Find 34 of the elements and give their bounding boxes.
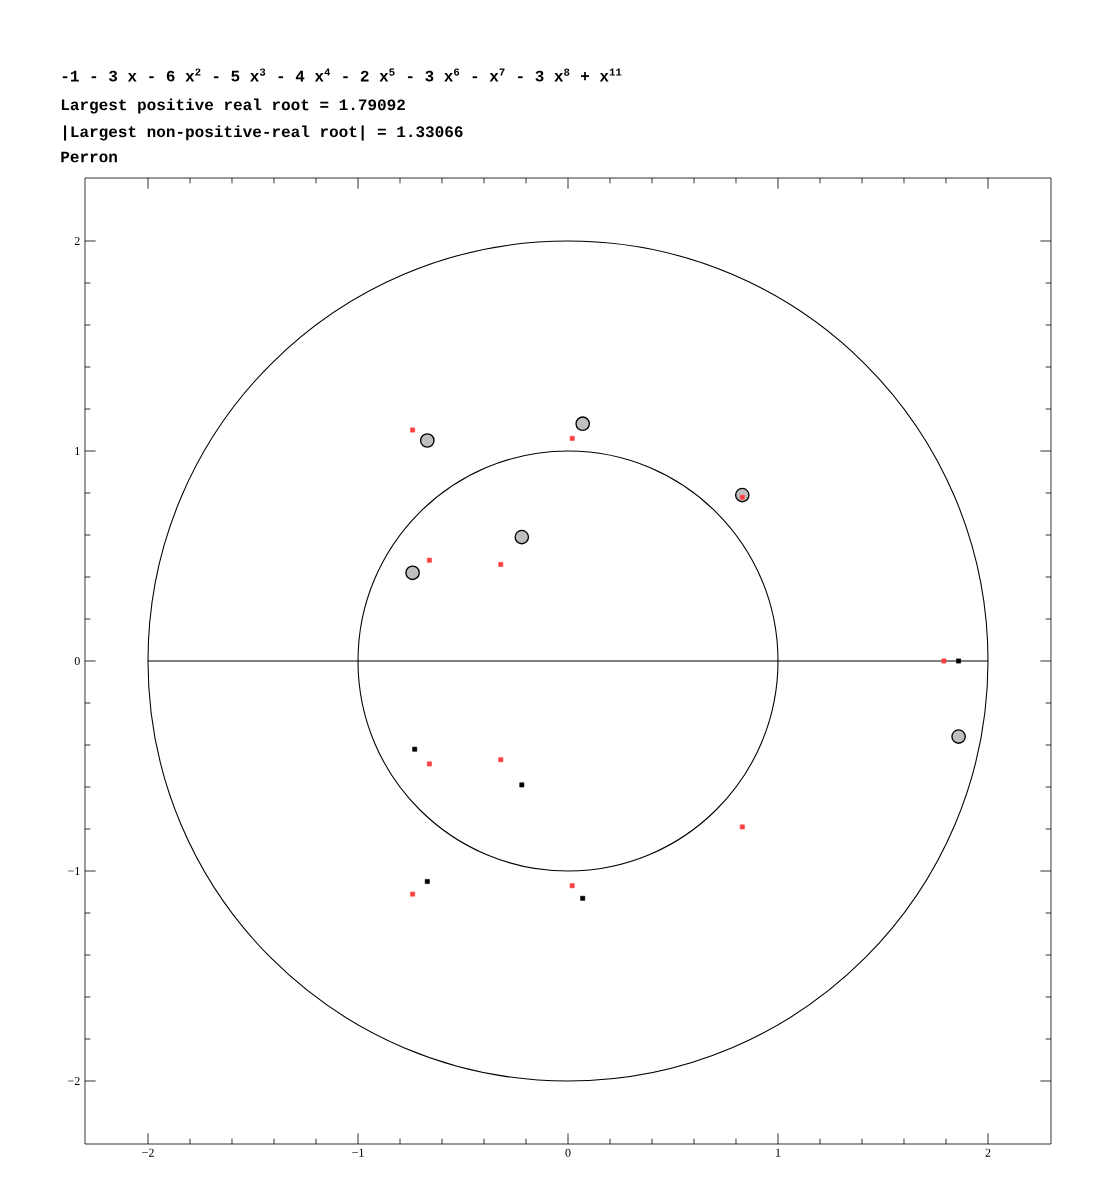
point (941, 658, 947, 664)
point (575, 416, 591, 432)
point (424, 879, 430, 884)
text: Largest positive real root = 1.79092 (61, 98, 405, 114)
point (580, 895, 586, 901)
y-tick-label: 2 (74, 237, 80, 245)
point (951, 729, 966, 744)
x-tick-label: 2 (985, 1148, 991, 1157)
point (426, 761, 432, 767)
point (569, 436, 575, 441)
point (514, 529, 530, 545)
point (412, 746, 418, 752)
point (956, 658, 961, 664)
point (410, 427, 415, 433)
point (405, 565, 420, 581)
point (569, 883, 575, 889)
y-tick-label: −2 (68, 1077, 80, 1085)
text: |Largest non-positive-real root| = 1.33066 (64, 125, 463, 141)
point (498, 562, 504, 567)
point (426, 557, 432, 563)
point (739, 824, 745, 830)
point (519, 782, 525, 788)
point (410, 891, 415, 897)
point (498, 757, 504, 763)
text: Perron (61, 151, 117, 163)
x-tick-label: 1 (776, 1148, 781, 1157)
x-tick-label: −2 (142, 1148, 154, 1157)
x-tick-label: 0 (565, 1148, 571, 1157)
y-tick-label: 0 (74, 656, 80, 666)
chart-title: -1 - 3 x - 6 x$^{2}$ - 5 x$^{3}$ - 4 x$^{4}$ - 2 x$^{5}$ - 3 x$^{6}$ - x$^{7}$ - 3 x$^{8}$ + x$^{11}$ (62, 68, 622, 82)
x-tick-label: −1 (352, 1148, 364, 1157)
point (419, 433, 435, 448)
y-tick-label: −1 (68, 867, 80, 875)
y-tick-label: 1 (75, 447, 80, 455)
